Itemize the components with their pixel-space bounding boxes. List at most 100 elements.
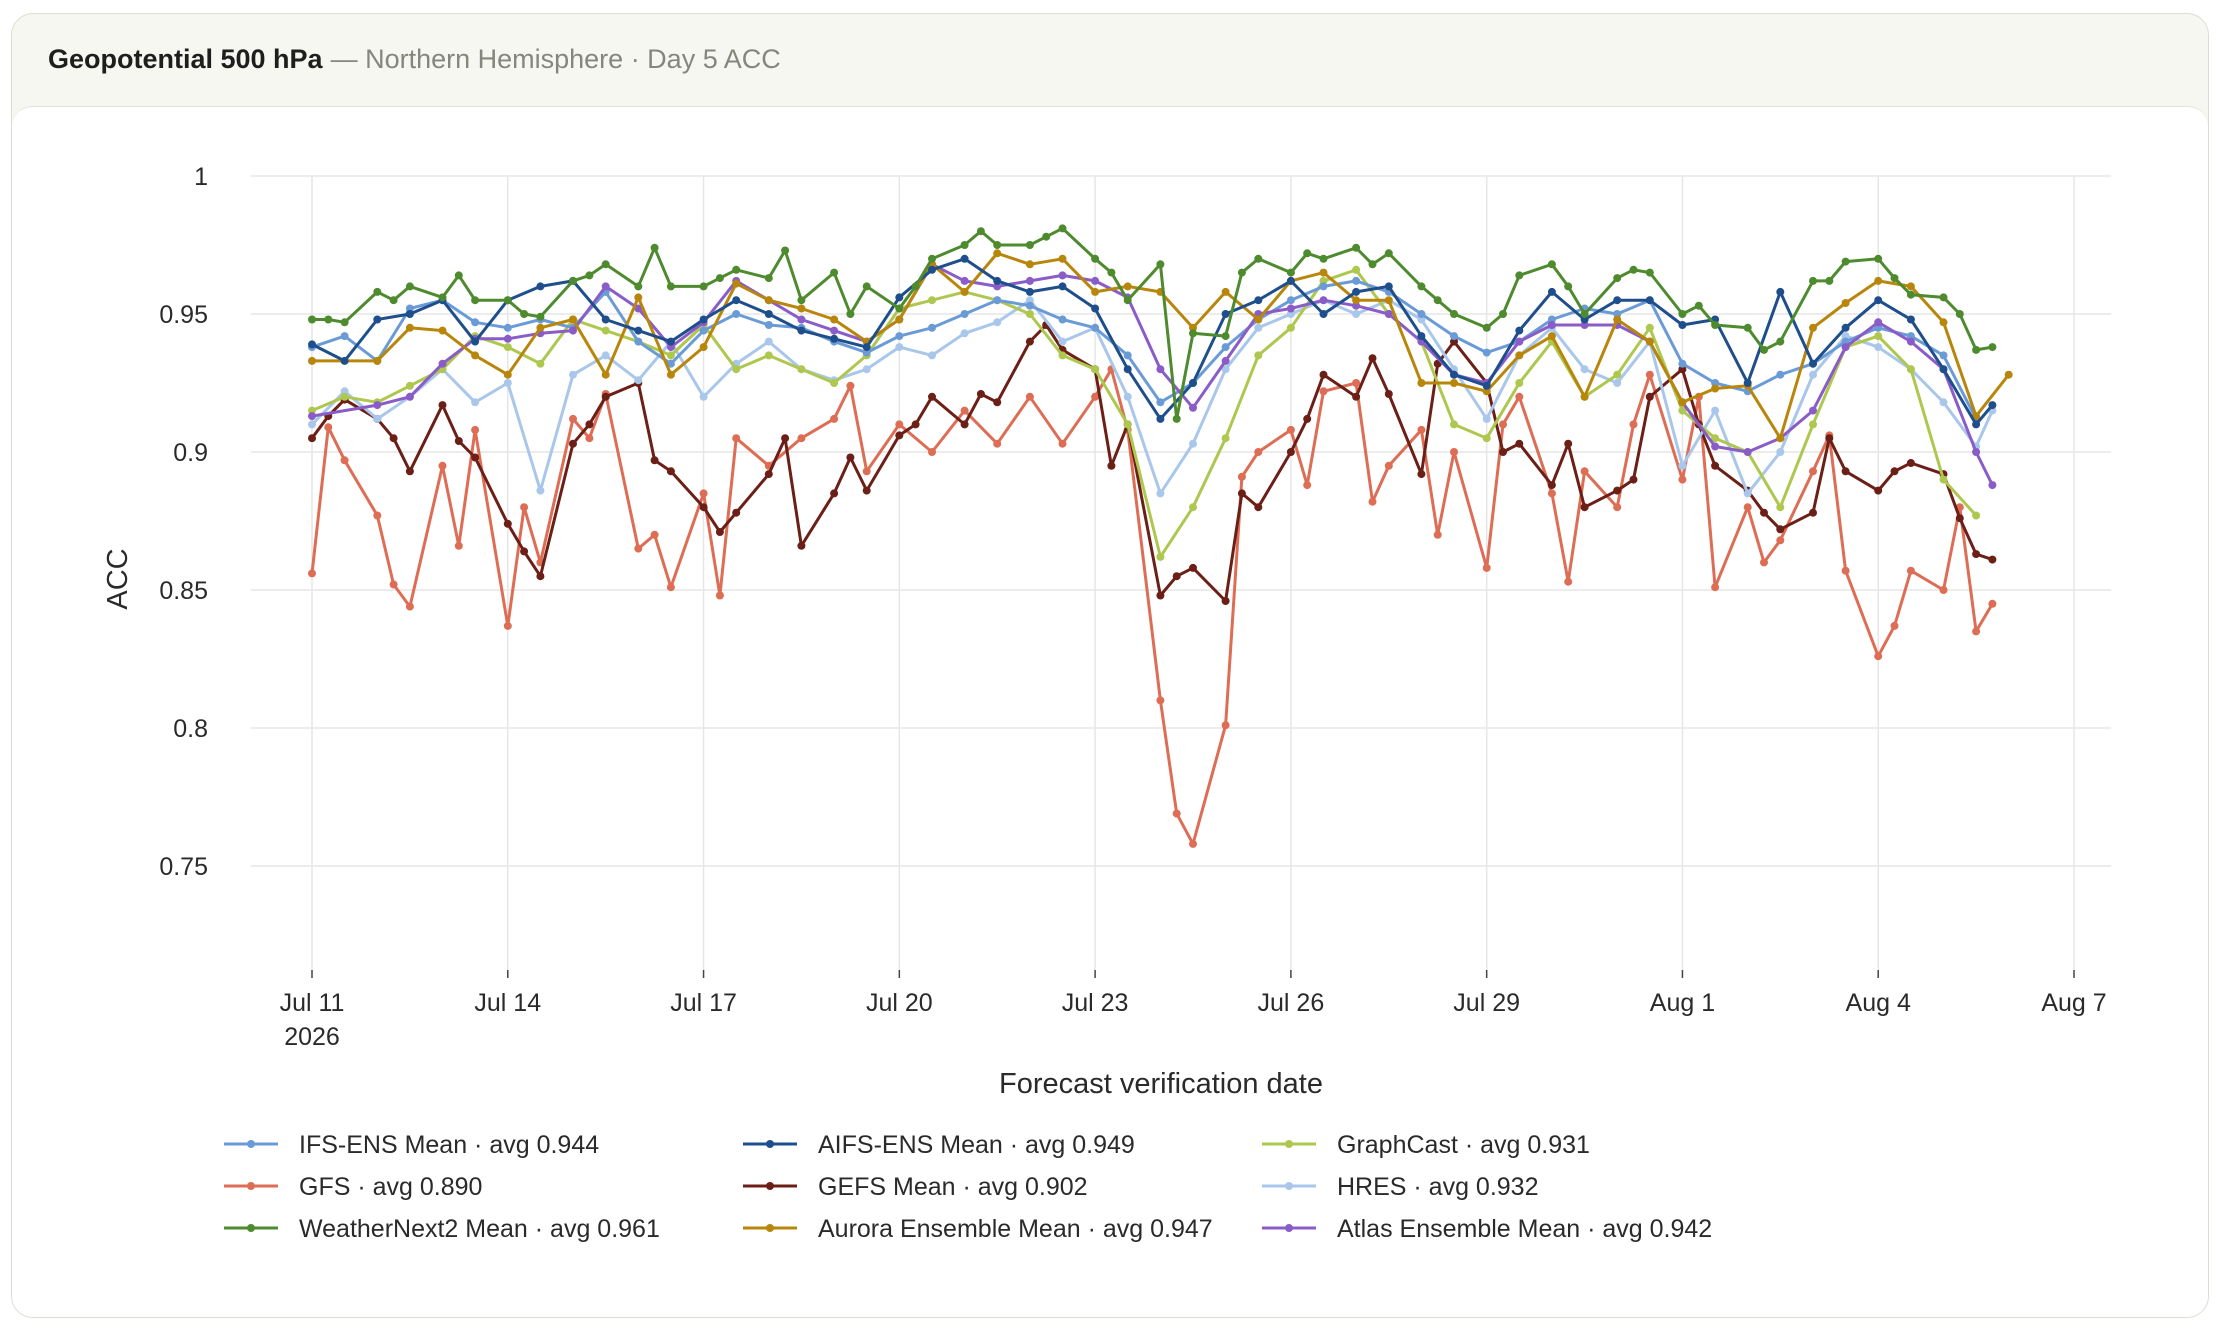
- data-point: [1711, 442, 1720, 451]
- data-point: [993, 282, 1002, 291]
- data-point: [1368, 497, 1377, 506]
- data-point: [1972, 627, 1981, 636]
- data-point: [732, 508, 741, 517]
- data-point: [993, 249, 1002, 258]
- data-point: [1482, 434, 1491, 443]
- chart-legend[interactable]: IFS-ENS Mean · avg 0.944 AIFS-ENS Mean · …: [224, 1131, 1712, 1243]
- data-point: [503, 379, 512, 387]
- data-point: [1189, 379, 1197, 387]
- data-point: [666, 583, 675, 592]
- data-point: [666, 343, 675, 352]
- data-point: [1743, 379, 1752, 387]
- data-point: [438, 293, 447, 302]
- data-point: [781, 246, 790, 255]
- data-point: [405, 304, 414, 313]
- data-point: [503, 296, 512, 305]
- legend-item-aurora-ensemble-mean[interactable]: Aurora Ensemble Mean · avg 0.947: [743, 1215, 1213, 1243]
- data-point: [634, 282, 643, 291]
- legend-item-ifs-ens-mean[interactable]: IFS-ENS Mean · avg 0.944: [224, 1131, 599, 1159]
- data-point: [1580, 315, 1589, 324]
- data-point: [960, 329, 969, 338]
- legend-item-hres[interactable]: HRES · avg 0.932: [1262, 1173, 1539, 1201]
- data-point: [1711, 461, 1720, 470]
- data-point: [1156, 260, 1165, 269]
- data-point: [1515, 337, 1524, 346]
- data-point: [1221, 434, 1230, 443]
- data-point: [1221, 365, 1230, 374]
- data-point: [454, 271, 463, 280]
- data-point: [1025, 296, 1034, 305]
- data-point: [895, 304, 904, 313]
- data-point: [1352, 379, 1361, 387]
- data-point: [405, 282, 414, 291]
- data-point: [503, 323, 512, 332]
- data-point: [520, 503, 529, 512]
- data-point: [1384, 249, 1393, 258]
- data-point: [1091, 276, 1100, 285]
- data-point: [1874, 652, 1883, 661]
- data-point: [928, 323, 936, 332]
- data-point: [1776, 434, 1785, 443]
- data-point: [1939, 293, 1948, 302]
- series-weathernext2-mean: [308, 224, 1997, 423]
- data-point: [1303, 414, 1312, 423]
- legend-item-graphcast[interactable]: GraphCast · avg 0.931: [1262, 1131, 1590, 1159]
- data-point: [1874, 332, 1883, 341]
- data-point: [308, 569, 316, 578]
- legend-item-gfs[interactable]: GFS · avg 0.890: [224, 1173, 482, 1201]
- legend-marker: [1285, 1224, 1293, 1232]
- data-point: [699, 282, 708, 291]
- data-point: [960, 310, 969, 318]
- data-point: [405, 323, 414, 332]
- data-point: [1906, 332, 1915, 341]
- data-point: [1058, 282, 1067, 291]
- data-point: [1906, 365, 1915, 374]
- data-point: [1613, 379, 1622, 387]
- data-point: [715, 591, 724, 600]
- data-point: [1564, 282, 1573, 291]
- data-point: [1286, 448, 1295, 456]
- data-point: [536, 572, 545, 581]
- data-point: [1809, 323, 1817, 332]
- data-point: [666, 370, 675, 379]
- data-point: [601, 392, 610, 401]
- data-point: [1189, 323, 1197, 332]
- data-point: [1286, 425, 1295, 434]
- legend-item-aifs-ens-mean[interactable]: AIFS-ENS Mean · avg 0.949: [743, 1131, 1135, 1159]
- card-header: Geopotential 500 hPa — Northern Hemisphe…: [12, 14, 2208, 104]
- data-point: [699, 392, 708, 401]
- data-point: [308, 356, 316, 365]
- data-point: [405, 467, 414, 476]
- data-point: [1172, 809, 1181, 818]
- data-point: [928, 351, 936, 360]
- data-point: [928, 448, 936, 456]
- data-point: [405, 602, 414, 611]
- series-gefs-mean: [308, 321, 1997, 605]
- data-point: [1515, 351, 1524, 360]
- data-point: [1091, 304, 1100, 313]
- data-point: [1580, 503, 1589, 512]
- data-point: [340, 356, 349, 365]
- data-point: [764, 310, 773, 318]
- x-tick-label: Jul 20: [866, 989, 933, 1017]
- data-point: [1319, 268, 1328, 277]
- legend-label: Atlas Ensemble Mean · avg 0.942: [1337, 1215, 1712, 1243]
- data-point: [1776, 370, 1785, 379]
- legend-item-weathernext2-mean[interactable]: WeatherNext2 Mean · avg 0.961: [224, 1215, 660, 1243]
- data-point: [1156, 552, 1165, 561]
- data-point: [1058, 439, 1067, 448]
- data-point: [1776, 536, 1785, 545]
- data-point: [666, 337, 675, 346]
- data-point: [1450, 379, 1458, 387]
- data-point: [1939, 586, 1948, 594]
- series-aurora-ensemble-mean: [308, 249, 2013, 443]
- data-point: [1123, 282, 1132, 291]
- data-point: [585, 420, 594, 429]
- legend-item-gefs-mean[interactable]: GEFS Mean · avg 0.902: [743, 1173, 1088, 1201]
- legend-item-atlas-ensemble-mean[interactable]: Atlas Ensemble Mean · avg 0.942: [1262, 1215, 1712, 1243]
- data-point: [1221, 356, 1230, 365]
- data-point: [601, 315, 610, 324]
- data-point: [1058, 271, 1067, 280]
- card-title: Geopotential 500 hPa: [48, 43, 323, 74]
- data-point: [1825, 434, 1834, 443]
